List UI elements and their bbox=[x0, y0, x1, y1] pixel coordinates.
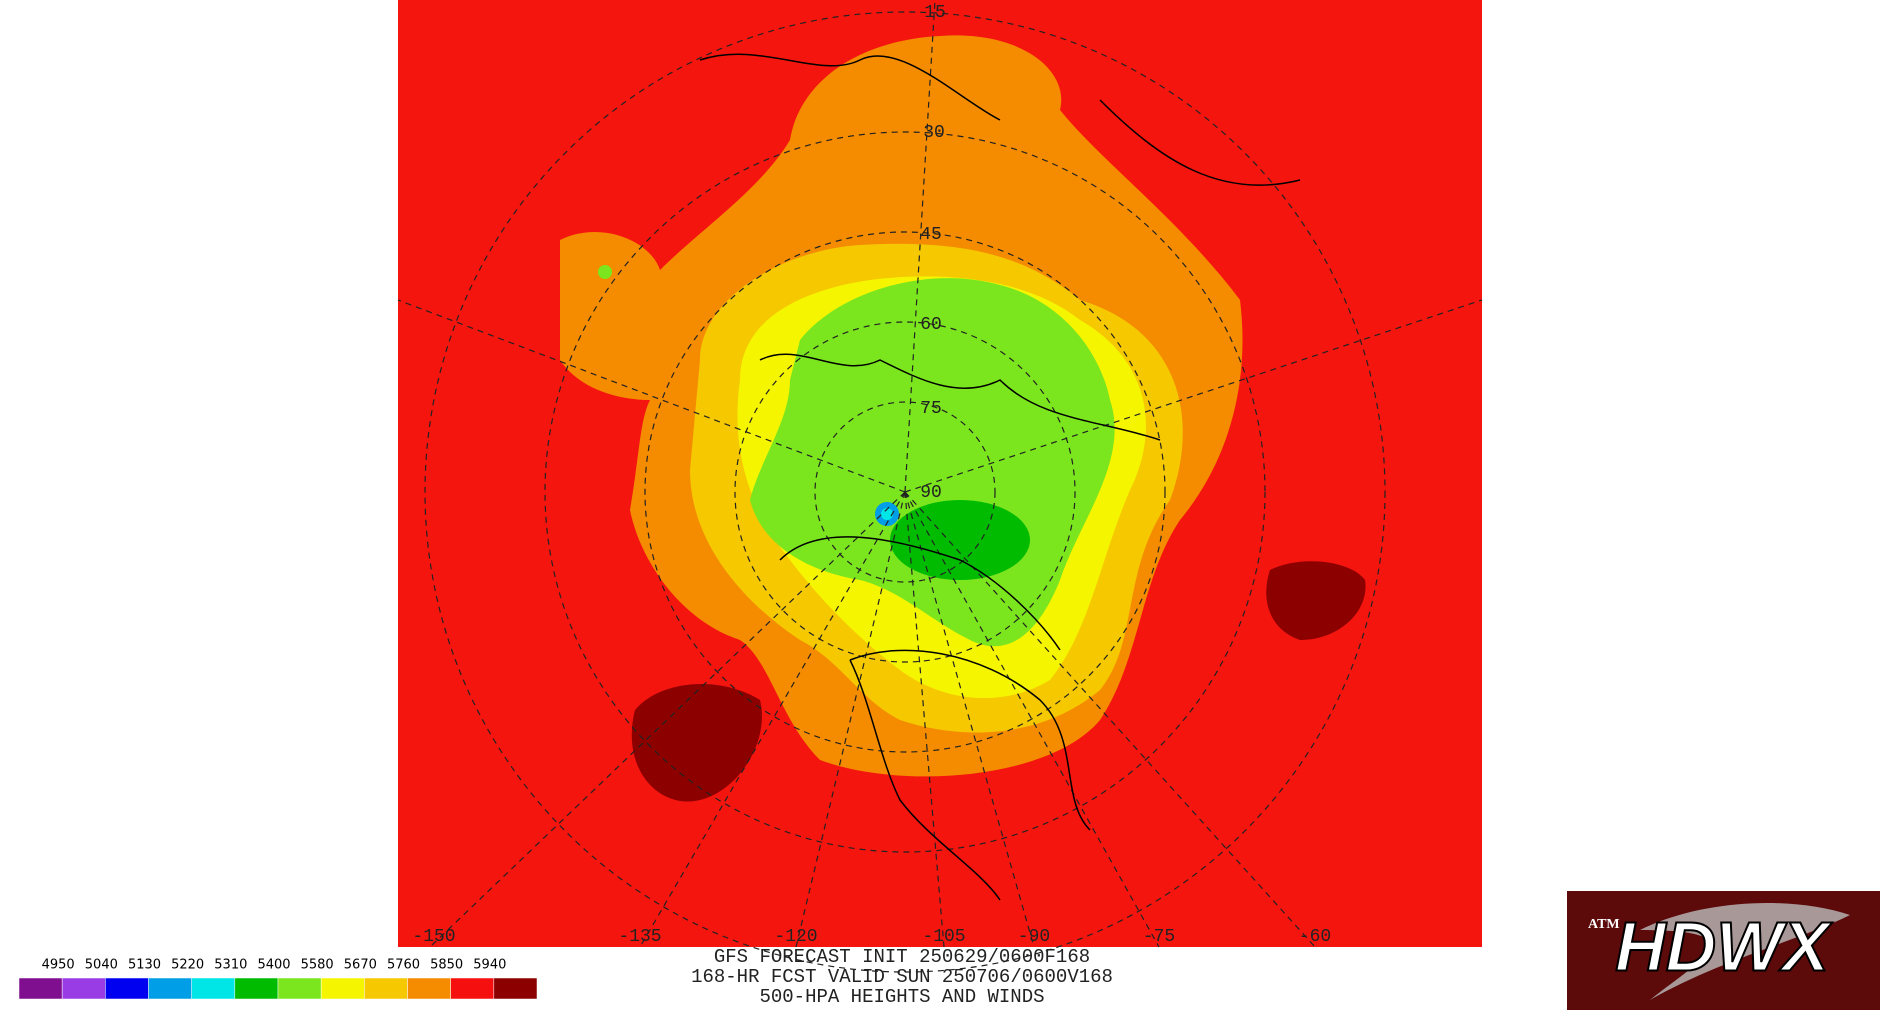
colorbar-level: 5130 bbox=[128, 958, 161, 973]
longitude-label: -135 bbox=[618, 927, 661, 947]
colorbar-swatch bbox=[18, 977, 63, 1000]
colorbar-level: 5670 bbox=[344, 958, 377, 973]
latitude-label: 60 bbox=[920, 315, 942, 335]
caption-line: GFS FORECAST INIT 250629/0600F168 bbox=[714, 946, 1090, 968]
colorbar-swatch bbox=[105, 977, 149, 1000]
caption-line: 168-HR FCST VALID SUN 250706/0600V168 bbox=[691, 966, 1113, 988]
latitude-label: 15 bbox=[924, 3, 946, 23]
longitude-label: -105 bbox=[922, 927, 965, 947]
height-5580-spot bbox=[598, 265, 612, 279]
colorbar-level: 5850 bbox=[430, 958, 463, 973]
colorbar-swatch bbox=[407, 977, 451, 1000]
colorbar-level: 5220 bbox=[171, 958, 204, 973]
colorbar: 4950 5040 5130 5220 5310 5400 5580 5670 5760 5850… bbox=[18, 958, 538, 1000]
colorbar-level: 4950 bbox=[42, 958, 75, 973]
longitude-label: -75 bbox=[1143, 927, 1175, 947]
logo-seal: ATM bbox=[1588, 917, 1620, 932]
colorbar-swatch bbox=[277, 977, 322, 1000]
forecast-map: 15 30 45 60 75 90 -150 -135 -120 -105 -90 -75 -60 bbox=[397, 0, 1483, 973]
map-labels: 15 30 45 60 75 90 -150 -135 -120 -105 -90 -75 -60 bbox=[412, 3, 1331, 947]
colorbar-level: 5940 bbox=[473, 958, 506, 973]
colorbar-swatch bbox=[191, 977, 236, 1000]
latitude-label: 90 bbox=[920, 483, 942, 503]
height-5940-region bbox=[1266, 561, 1366, 640]
logo-text: HDWX bbox=[1615, 907, 1833, 985]
colorbar-level: 5310 bbox=[214, 958, 247, 973]
latitude-label: 30 bbox=[923, 123, 945, 143]
colorbar-level: 5760 bbox=[387, 958, 420, 973]
colorbar-swatch bbox=[234, 977, 279, 1000]
graticule bbox=[397, 0, 1483, 973]
longitude-label: -60 bbox=[1299, 927, 1331, 947]
low-core bbox=[881, 508, 893, 520]
height-5940-region bbox=[631, 683, 762, 802]
caption-line: 500-HPA HEIGHTS AND WINDS bbox=[759, 986, 1044, 1008]
latitude-label: 75 bbox=[920, 399, 942, 419]
colorbar-swatch bbox=[450, 977, 495, 1000]
logo-swirl bbox=[1640, 903, 1850, 1000]
hdwx-logo: ATM HDWX bbox=[1567, 891, 1880, 1010]
coastlines bbox=[699, 53, 1301, 901]
longitude-label: -150 bbox=[412, 927, 455, 947]
colorbar-swatch bbox=[61, 977, 106, 1000]
colorbar-level: 5580 bbox=[301, 958, 334, 973]
colorbar-level: 5400 bbox=[257, 958, 290, 973]
colorbar-swatch bbox=[148, 977, 192, 1000]
colorbar-swatch bbox=[364, 977, 408, 1000]
longitude-label: -120 bbox=[774, 927, 817, 947]
longitude-label: -90 bbox=[1018, 927, 1050, 947]
latitude-label: 45 bbox=[920, 225, 942, 245]
height-5400-region bbox=[890, 500, 1030, 580]
colorbar-swatch bbox=[320, 977, 365, 1000]
colorbar-swatch bbox=[493, 977, 538, 1000]
colorbar-level: 5040 bbox=[85, 958, 118, 973]
